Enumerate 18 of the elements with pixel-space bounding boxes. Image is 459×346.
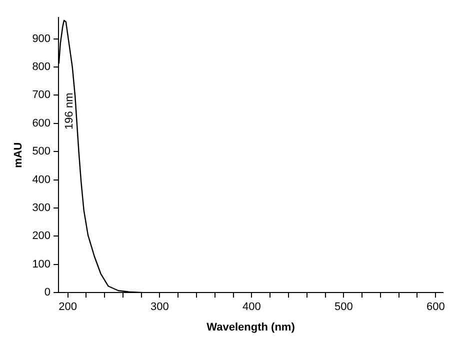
x-tick-label: 500 [334, 301, 353, 314]
annotation: 196 nm [63, 92, 76, 130]
y-axis-title: mAU [12, 142, 25, 168]
y-tick-label: 400 [32, 174, 51, 186]
x-tick-label: 300 [150, 301, 169, 314]
y-tick-label: 800 [32, 60, 51, 73]
x-axis-title: Wavelength (nm) [206, 321, 296, 334]
y-tick-label: 900 [32, 32, 51, 45]
y-tick-label: 500 [32, 146, 51, 158]
x-tick-label: 400 [242, 301, 261, 314]
y-tick-label: 700 [32, 89, 51, 102]
y-tick-label: 300 [32, 202, 51, 214]
y-tick-label: 100 [32, 258, 51, 270]
y-tick-label: 0 [44, 286, 51, 299]
y-tick-label: 600 [32, 117, 51, 130]
y-tick-label: 200 [32, 230, 51, 242]
x-tick-label: 600 [426, 301, 445, 314]
x-tick-label: 200 [58, 301, 77, 314]
